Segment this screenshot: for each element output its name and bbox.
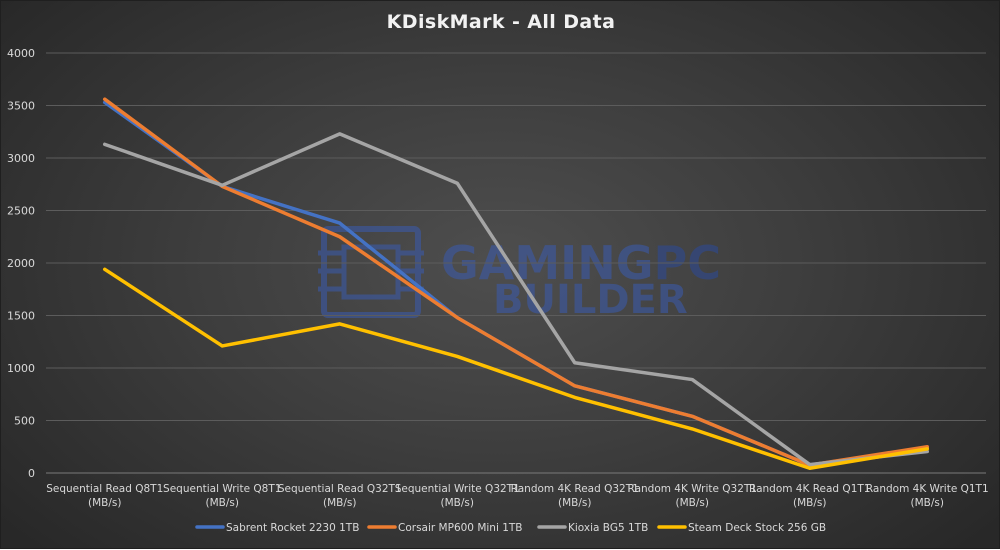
data-point <box>338 235 342 239</box>
data-point <box>455 316 459 320</box>
data-point <box>220 344 224 348</box>
x-tick-label: (MB/s) <box>441 497 474 509</box>
x-tick-label: (MB/s) <box>911 497 944 509</box>
series-line-3 <box>103 267 929 471</box>
x-tick-label: Sequential Write Q32T1 <box>395 483 520 495</box>
data-point <box>103 267 107 271</box>
data-point <box>338 221 342 225</box>
x-tick-label: Random 4K Write Q1T1 <box>866 483 989 495</box>
data-point <box>103 97 107 101</box>
x-tick-label: Random 4K Write Q32T1 <box>628 483 758 495</box>
data-point <box>690 414 694 418</box>
data-point <box>573 361 577 365</box>
y-tick-label: 2000 <box>7 257 35 270</box>
data-point <box>573 384 577 388</box>
data-point <box>690 378 694 382</box>
data-point <box>808 466 812 470</box>
legend-label-3: Steam Deck Stock 256 GB <box>688 522 826 534</box>
x-tick-label: Random 4K Read Q32T1 <box>511 483 639 495</box>
chip-logo <box>318 226 424 318</box>
y-tick-label: 4000 <box>7 47 35 60</box>
series-line-1 <box>103 97 929 467</box>
y-tick-label: 3000 <box>7 152 35 165</box>
x-tick-label: Sequential Read Q8T1 <box>46 483 163 495</box>
y-tick-label: 1000 <box>7 362 35 375</box>
chart-title: KDiskMark - All Data <box>386 11 616 33</box>
data-point <box>573 395 577 399</box>
data-point <box>103 142 107 146</box>
data-point <box>808 463 812 467</box>
data-point <box>455 181 459 185</box>
data-point <box>220 183 224 187</box>
data-point <box>690 427 694 431</box>
y-tick-label: 3500 <box>7 100 35 113</box>
x-tick-label: Sequential Write Q8T1 <box>163 483 281 495</box>
legend-label-1: Corsair MP600 Mini 1TB <box>398 522 523 534</box>
x-tick-label: Random 4K Read Q1T1 <box>749 483 870 495</box>
data-point <box>338 132 342 136</box>
y-tick-label: 1500 <box>7 310 35 323</box>
x-tick-label: (MB/s) <box>323 497 356 509</box>
x-tick-label: Sequential Read Q32T1 <box>278 483 402 495</box>
y-tick-label: 2500 <box>7 205 35 218</box>
x-tick-label: (MB/s) <box>206 497 239 509</box>
data-point <box>925 447 929 451</box>
legend-label-0: Sabrent Rocket 2230 1TB <box>226 522 359 534</box>
x-tick-label: (MB/s) <box>793 497 826 509</box>
x-tick-label: (MB/s) <box>558 497 591 509</box>
data-point <box>455 354 459 358</box>
data-point <box>338 322 342 326</box>
x-tick-label: (MB/s) <box>88 497 121 509</box>
legend-label-2: Kioxia BG5 1TB <box>568 522 648 534</box>
x-tick-label: (MB/s) <box>676 497 709 509</box>
y-tick-label: 0 <box>28 467 35 480</box>
series-line-2 <box>103 132 929 467</box>
y-tick-label: 500 <box>14 415 35 428</box>
